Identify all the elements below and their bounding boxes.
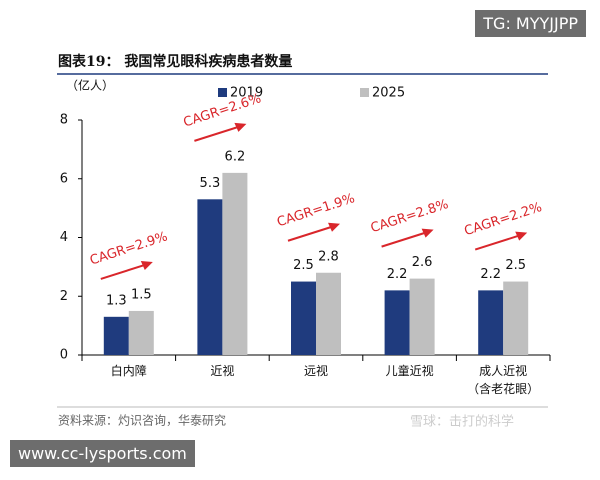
bar <box>409 278 435 355</box>
y-tick-label: 2 <box>60 289 68 304</box>
value-label: 2.2 <box>387 267 408 282</box>
bar <box>503 281 529 355</box>
bar <box>103 316 129 355</box>
watermark-bottom: www.cc-lysports.com <box>10 440 195 467</box>
annotation: CAGR=2.9% <box>88 229 169 268</box>
value-label: 2.2 <box>480 267 501 282</box>
annotation-arrow <box>474 234 520 251</box>
annotation-arrowhead <box>421 228 434 238</box>
source: 资料来源：灼识咨询，华泰研究 <box>58 413 226 428</box>
value-label: 5.3 <box>200 176 221 191</box>
annotation: CAGR=2.2% <box>462 200 543 239</box>
value-label: 1.5 <box>131 287 152 302</box>
annotation-arrow <box>194 125 239 142</box>
annotation: CAGR=2.8% <box>369 197 450 236</box>
value-label: 6.2 <box>225 149 246 164</box>
bar <box>291 281 316 355</box>
value-label: 2.6 <box>412 255 433 270</box>
value-label: 1.3 <box>106 293 127 308</box>
value-label: 2.5 <box>293 258 314 273</box>
bar <box>478 290 504 355</box>
bar <box>128 310 154 355</box>
annotation-arrow <box>381 231 426 248</box>
watermark: 雪球：击打的科学 <box>410 414 514 430</box>
bar <box>384 290 410 355</box>
legend-swatch <box>218 88 227 97</box>
x-tick-label: 近视 <box>210 364 235 378</box>
x-tick-label: 白内障 <box>110 364 147 378</box>
chart-title: 图表19： 我国常见眼科疾病患者数量 <box>58 53 292 70</box>
y-axis-label: （亿人） <box>66 78 114 93</box>
legend-label: 2019 <box>230 86 263 101</box>
annotation: CAGR=2.6% <box>182 91 263 130</box>
bar <box>197 199 223 355</box>
y-tick-label: 8 <box>60 113 68 128</box>
annotation-arrow <box>287 225 333 242</box>
x-tick-label: 成人近视 （含老花眼） <box>467 364 540 396</box>
annotation-arrowhead <box>234 122 247 132</box>
annotation-arrow <box>100 263 146 280</box>
bar <box>316 272 341 355</box>
watermark-top: TG: MYYJJPP <box>475 10 586 37</box>
x-tick-label: 远视 <box>303 364 328 378</box>
y-tick-label: 6 <box>60 171 68 186</box>
legend-swatch <box>360 88 369 97</box>
annotation-arrowhead <box>328 222 340 232</box>
annotation-arrowhead <box>140 260 153 270</box>
value-label: 2.8 <box>318 249 339 264</box>
legend-label: 2025 <box>372 86 405 101</box>
annotation-arrowhead <box>515 231 528 241</box>
value-label: 2.5 <box>505 258 526 273</box>
bar <box>222 172 248 355</box>
y-tick-label: 4 <box>60 230 68 245</box>
annotation: CAGR=1.9% <box>275 191 356 230</box>
x-tick-label: 儿童近视 <box>385 364 434 378</box>
y-tick-label: 0 <box>60 348 68 363</box>
